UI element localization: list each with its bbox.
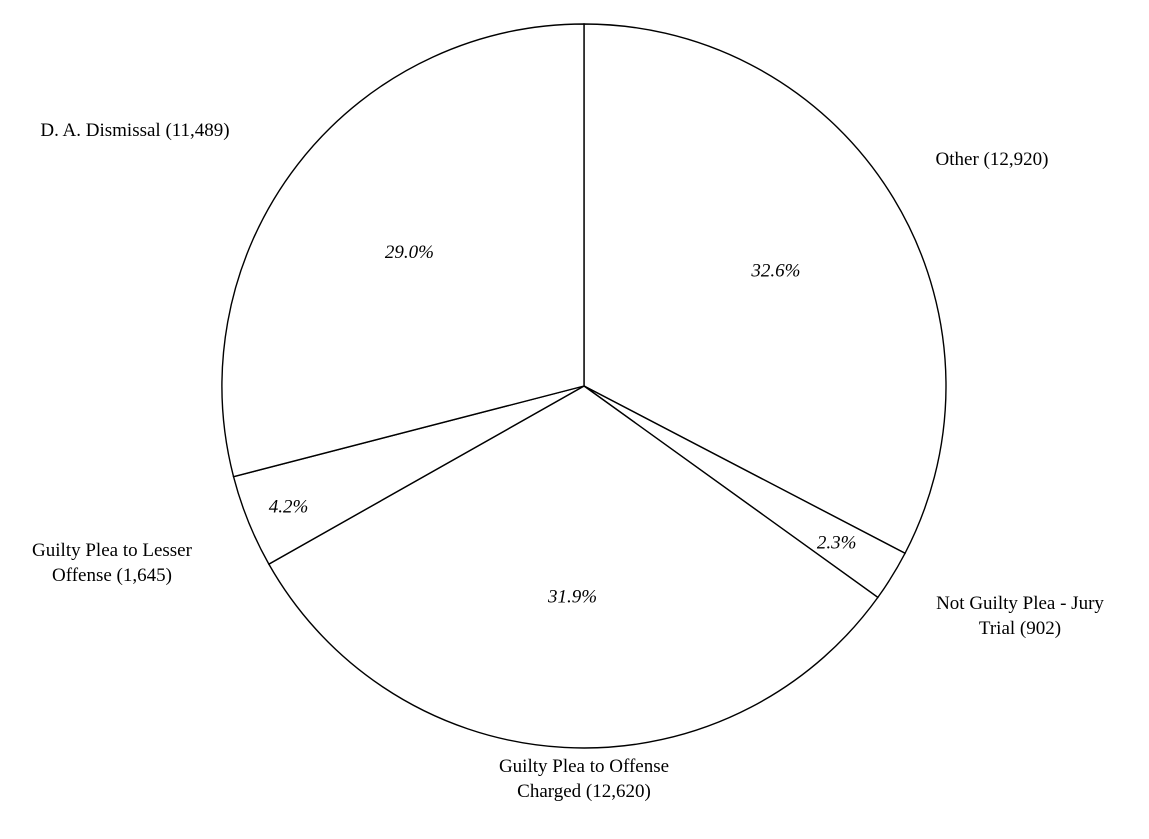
category-label-0: Other (12,920) (936, 149, 1049, 170)
pie-slice-2 (267, 385, 879, 749)
pie-slices (221, 23, 947, 749)
category-label-3: Guilty Plea to Lesser Offense (1,645) (32, 540, 193, 586)
percent-label-3: 4.2% (269, 496, 309, 517)
category-label-1: Not Guilty Plea - Jury Trial (902) (936, 593, 1104, 639)
category-label-4: D. A. Dismissal (11,489) (40, 120, 229, 141)
category-label-3-line-0: Guilty Plea to Lesser (32, 540, 193, 561)
category-label-4-line-0: D. A. Dismissal (11,489) (40, 120, 229, 141)
category-label-1-line-1: Trial (902) (979, 618, 1061, 639)
category-label-2-line-0: Guilty Plea to Offense (499, 756, 669, 777)
percent-label-1: 2.3% (817, 533, 857, 554)
percent-label-2: 31.9% (547, 587, 597, 608)
pie-slice-0 (583, 23, 947, 555)
percent-label-4: 29.0% (385, 242, 434, 263)
percent-label-0: 32.6% (750, 261, 800, 282)
category-label-1-line-0: Not Guilty Plea - Jury (936, 593, 1104, 614)
pie-slice-4 (221, 23, 585, 478)
category-label-2-line-1: Charged (12,620) (517, 781, 651, 802)
percent-labels: 32.6% 2.3% 31.9% 4.2% 29.0% (269, 242, 857, 608)
category-labels: Other (12,920) Not Guilty Plea - Jury Tria… (32, 120, 1104, 802)
category-label-2: Guilty Plea to Offense Charged (12,620) (499, 756, 669, 802)
category-label-0-line-0: Other (12,920) (936, 149, 1049, 170)
category-label-3-line-1: Offense (1,645) (52, 565, 172, 586)
